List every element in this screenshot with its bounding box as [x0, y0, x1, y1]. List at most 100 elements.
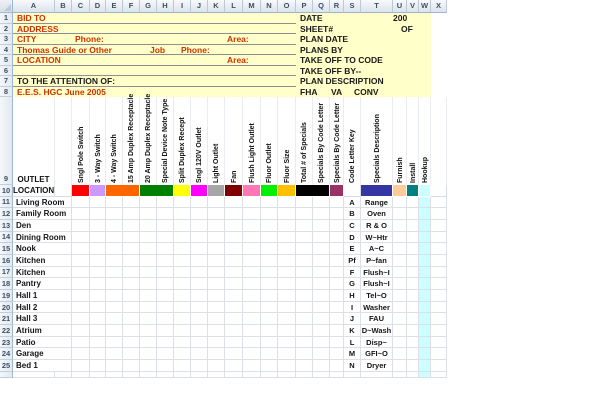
grid-cell[interactable]	[140, 278, 157, 290]
grid-cell[interactable]	[419, 290, 431, 302]
table-row[interactable]: Hall 2 I Washer	[13, 301, 447, 314]
description-cell[interactable]: Tel~O	[361, 290, 393, 302]
form-row-4[interactable]: Thomas Guide or Other Job Phone: PLANS BY	[13, 44, 447, 55]
column-color-swatch[interactable]	[296, 185, 330, 197]
grid-cell[interactable]	[140, 231, 157, 244]
location-cell[interactable]: Kitchen	[13, 267, 55, 279]
column-color-swatch[interactable]	[243, 185, 261, 197]
grid-cell[interactable]	[313, 348, 330, 361]
grid-cell[interactable]	[330, 266, 344, 279]
grid-cell[interactable]	[140, 301, 157, 314]
description-cell[interactable]: Disp~	[361, 336, 393, 349]
location-cell[interactable]: Hall 2	[13, 302, 55, 314]
table-row[interactable]: Hall 1 H Tel~O	[13, 290, 447, 302]
grid-cell[interactable]	[191, 360, 208, 372]
grid-cell[interactable]	[243, 301, 261, 314]
grid-cell[interactable]	[243, 278, 261, 290]
grid-cell[interactable]	[106, 301, 123, 314]
grid-cell[interactable]	[174, 371, 191, 378]
grid-cell[interactable]: Split Duplex Recept	[174, 97, 191, 185]
grid-cell[interactable]	[296, 266, 313, 279]
grid-cell[interactable]	[225, 231, 243, 244]
column-color-swatch[interactable]	[106, 185, 140, 197]
column-color-swatch[interactable]	[140, 185, 174, 197]
grid-cell[interactable]: Sngl 120V Outlet	[191, 97, 208, 185]
column-header-f[interactable]: F	[123, 0, 140, 13]
grid-cell[interactable]	[157, 371, 174, 378]
grid-cell[interactable]	[90, 325, 106, 337]
column-header-w[interactable]: W	[419, 0, 431, 13]
grid-cell[interactable]	[278, 196, 296, 209]
column-header-l[interactable]: L	[225, 0, 243, 13]
grid-cell[interactable]: Light Outlet	[208, 97, 225, 185]
column-color-swatch[interactable]	[174, 185, 191, 197]
grid-cell[interactable]: Special Device Note Type	[157, 97, 174, 185]
grid-cell[interactable]	[393, 196, 407, 209]
row-header-21[interactable]: 21	[0, 313, 13, 326]
table-row[interactable]: Kitchen Pf P~fan	[13, 254, 447, 267]
grid-cell[interactable]	[157, 219, 174, 232]
row-header-22[interactable]: 22	[0, 325, 13, 337]
grid-cell[interactable]	[174, 266, 191, 279]
location-cell[interactable]: Bed 1	[13, 360, 55, 372]
grid-cell[interactable]	[431, 185, 447, 197]
column-color-swatch[interactable]	[90, 185, 106, 197]
grid-cell[interactable]	[393, 208, 407, 220]
grid-cell[interactable]	[174, 254, 191, 267]
column-header-t[interactable]: T	[361, 0, 393, 13]
code-letter-cell[interactable]: M	[344, 348, 361, 361]
code-letter-cell[interactable]: B	[344, 208, 361, 220]
grid-cell[interactable]	[72, 208, 90, 220]
grid-cell[interactable]	[72, 196, 90, 209]
grid-cell[interactable]	[123, 243, 140, 255]
code-letter-cell[interactable]: H	[344, 290, 361, 302]
grid-cell[interactable]	[296, 290, 313, 302]
grid-cell[interactable]	[419, 254, 431, 267]
grid-cell[interactable]	[431, 360, 447, 372]
grid-cell[interactable]	[278, 360, 296, 372]
grid-cell[interactable]	[261, 254, 278, 267]
grid-cell[interactable]	[243, 196, 261, 209]
row-header-15[interactable]: 15	[0, 243, 13, 255]
grid-cell[interactable]	[243, 290, 261, 302]
location-cell[interactable]: Patio	[13, 337, 55, 349]
grid-cell[interactable]	[123, 196, 140, 209]
grid-cell[interactable]	[55, 348, 72, 361]
grid-cell[interactable]	[330, 243, 344, 255]
grid-cell[interactable]	[174, 290, 191, 302]
grid-cell[interactable]	[174, 313, 191, 326]
row-header-3[interactable]: 3	[0, 34, 13, 45]
column-header-h[interactable]: H	[157, 0, 174, 13]
grid-cell[interactable]	[407, 325, 419, 337]
grid-cell[interactable]	[174, 301, 191, 314]
location-cell[interactable]: Atrium	[13, 325, 55, 337]
grid-cell[interactable]: Fan	[225, 97, 243, 185]
column-header-c[interactable]: C	[72, 0, 90, 13]
grid-cell[interactable]	[313, 313, 330, 326]
row-header-6[interactable]: 6	[0, 65, 13, 76]
grid-cell[interactable]	[191, 313, 208, 326]
column-header-o[interactable]: O	[278, 0, 296, 13]
grid-cell[interactable]	[419, 371, 431, 378]
column-header-j[interactable]: J	[191, 0, 208, 13]
grid-cell[interactable]	[72, 278, 90, 290]
grid-cell[interactable]	[55, 219, 72, 232]
grid-cell[interactable]	[243, 313, 261, 326]
location-cell[interactable]: Living Room	[13, 197, 64, 209]
row-header-25[interactable]: 25	[0, 360, 13, 372]
grid-cell[interactable]	[261, 290, 278, 302]
code-letter-cell[interactable]: J	[344, 313, 361, 326]
form-row-6[interactable]: TAKE OFF BY--	[13, 65, 447, 76]
grid-cell[interactable]	[278, 301, 296, 314]
grid-cell[interactable]	[296, 325, 313, 337]
grid-cell[interactable]	[225, 371, 243, 378]
grid-cell[interactable]	[225, 360, 243, 372]
code-letter-cell[interactable]: Pf	[344, 254, 361, 267]
grid-cell[interactable]	[174, 219, 191, 232]
grid-cell[interactable]	[90, 313, 106, 326]
grid-cell[interactable]	[296, 208, 313, 220]
grid-cell[interactable]	[55, 360, 72, 372]
grid-cell[interactable]	[261, 325, 278, 337]
grid-cell[interactable]	[106, 325, 123, 337]
table-row[interactable]: Dining Room D W~Htr	[13, 231, 447, 244]
